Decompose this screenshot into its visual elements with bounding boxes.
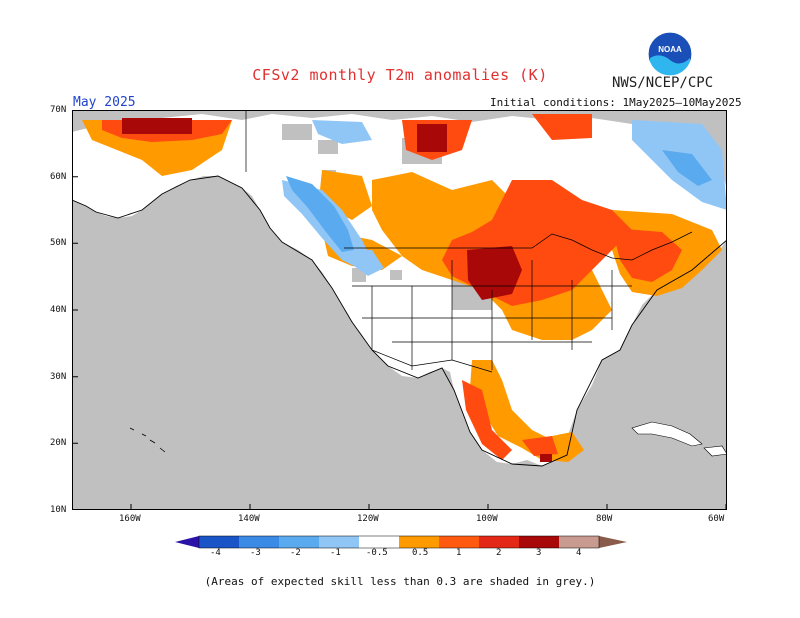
anomaly-2-3 (122, 118, 552, 462)
lat-label-70n: 70N (50, 105, 67, 115)
colorbar-label: -4 (210, 548, 221, 558)
colorbar-bin (439, 536, 479, 548)
lat-label-10n: 10N (50, 505, 67, 515)
lon-label-120w: 120W (357, 514, 379, 524)
lat-label-40n: 40N (50, 305, 67, 315)
lon-label-100w: 100W (476, 514, 498, 524)
cuba-island (631, 421, 703, 447)
lon-label-80w: 80W (596, 514, 613, 524)
colorbar-bin (559, 536, 599, 548)
lon-label-140w: 140W (238, 514, 260, 524)
colorbar-label: -2 (290, 548, 301, 558)
noaa-logo: NOAA (647, 31, 693, 77)
political-boundaries (245, 110, 693, 373)
colorbar-label: 0.5 (412, 548, 429, 558)
coastline (72, 175, 727, 467)
colorbar-arrow-right (599, 536, 627, 548)
axis-ticks (72, 110, 727, 510)
valid-month: May 2025 (73, 95, 136, 110)
colorbar-label: 3 (536, 548, 542, 558)
lat-label-50n: 50N (50, 238, 67, 248)
colorbar-label: -1 (330, 548, 341, 558)
colorbar-label: 1 (456, 548, 462, 558)
initial-conditions: Initial conditions: 1May2025–10May2025 (490, 96, 742, 109)
agency-label: NWS/NCEP/CPC (612, 75, 714, 91)
anomaly-neg1-neg2 (286, 150, 712, 252)
colorbar-bin (519, 536, 559, 548)
lat-label-20n: 20N (50, 438, 67, 448)
colorbar-bin (319, 536, 359, 548)
colorbar-bin (279, 536, 319, 548)
lon-label-160w: 160W (119, 514, 141, 524)
hispaniola-island (703, 445, 727, 457)
hawaii-islands (129, 427, 166, 453)
svg-text:NOAA: NOAA (658, 45, 682, 54)
colorbar-label: -0.5 (366, 548, 388, 558)
colorbar-label: 4 (576, 548, 582, 558)
colorbar-bin (479, 536, 519, 548)
colorbar-bin (359, 536, 399, 548)
colorbar-bin (239, 536, 279, 548)
colorbar-label: -3 (250, 548, 261, 558)
colorbar-label: 2 (496, 548, 502, 558)
colorbar-arrow-left (175, 536, 199, 548)
lon-label-60w: 60W (708, 514, 725, 524)
anomaly-map (72, 110, 727, 510)
lat-label-30n: 30N (50, 372, 67, 382)
colorbar-bin (199, 536, 239, 548)
colorbar-bin (399, 536, 439, 548)
lat-label-60n: 60N (50, 172, 67, 182)
map-title: CFSv2 monthly T2m anomalies (K) (252, 66, 548, 84)
skill-footnote: (Areas of expected skill less than 0.3 a… (204, 575, 596, 588)
colorbar (175, 535, 627, 549)
